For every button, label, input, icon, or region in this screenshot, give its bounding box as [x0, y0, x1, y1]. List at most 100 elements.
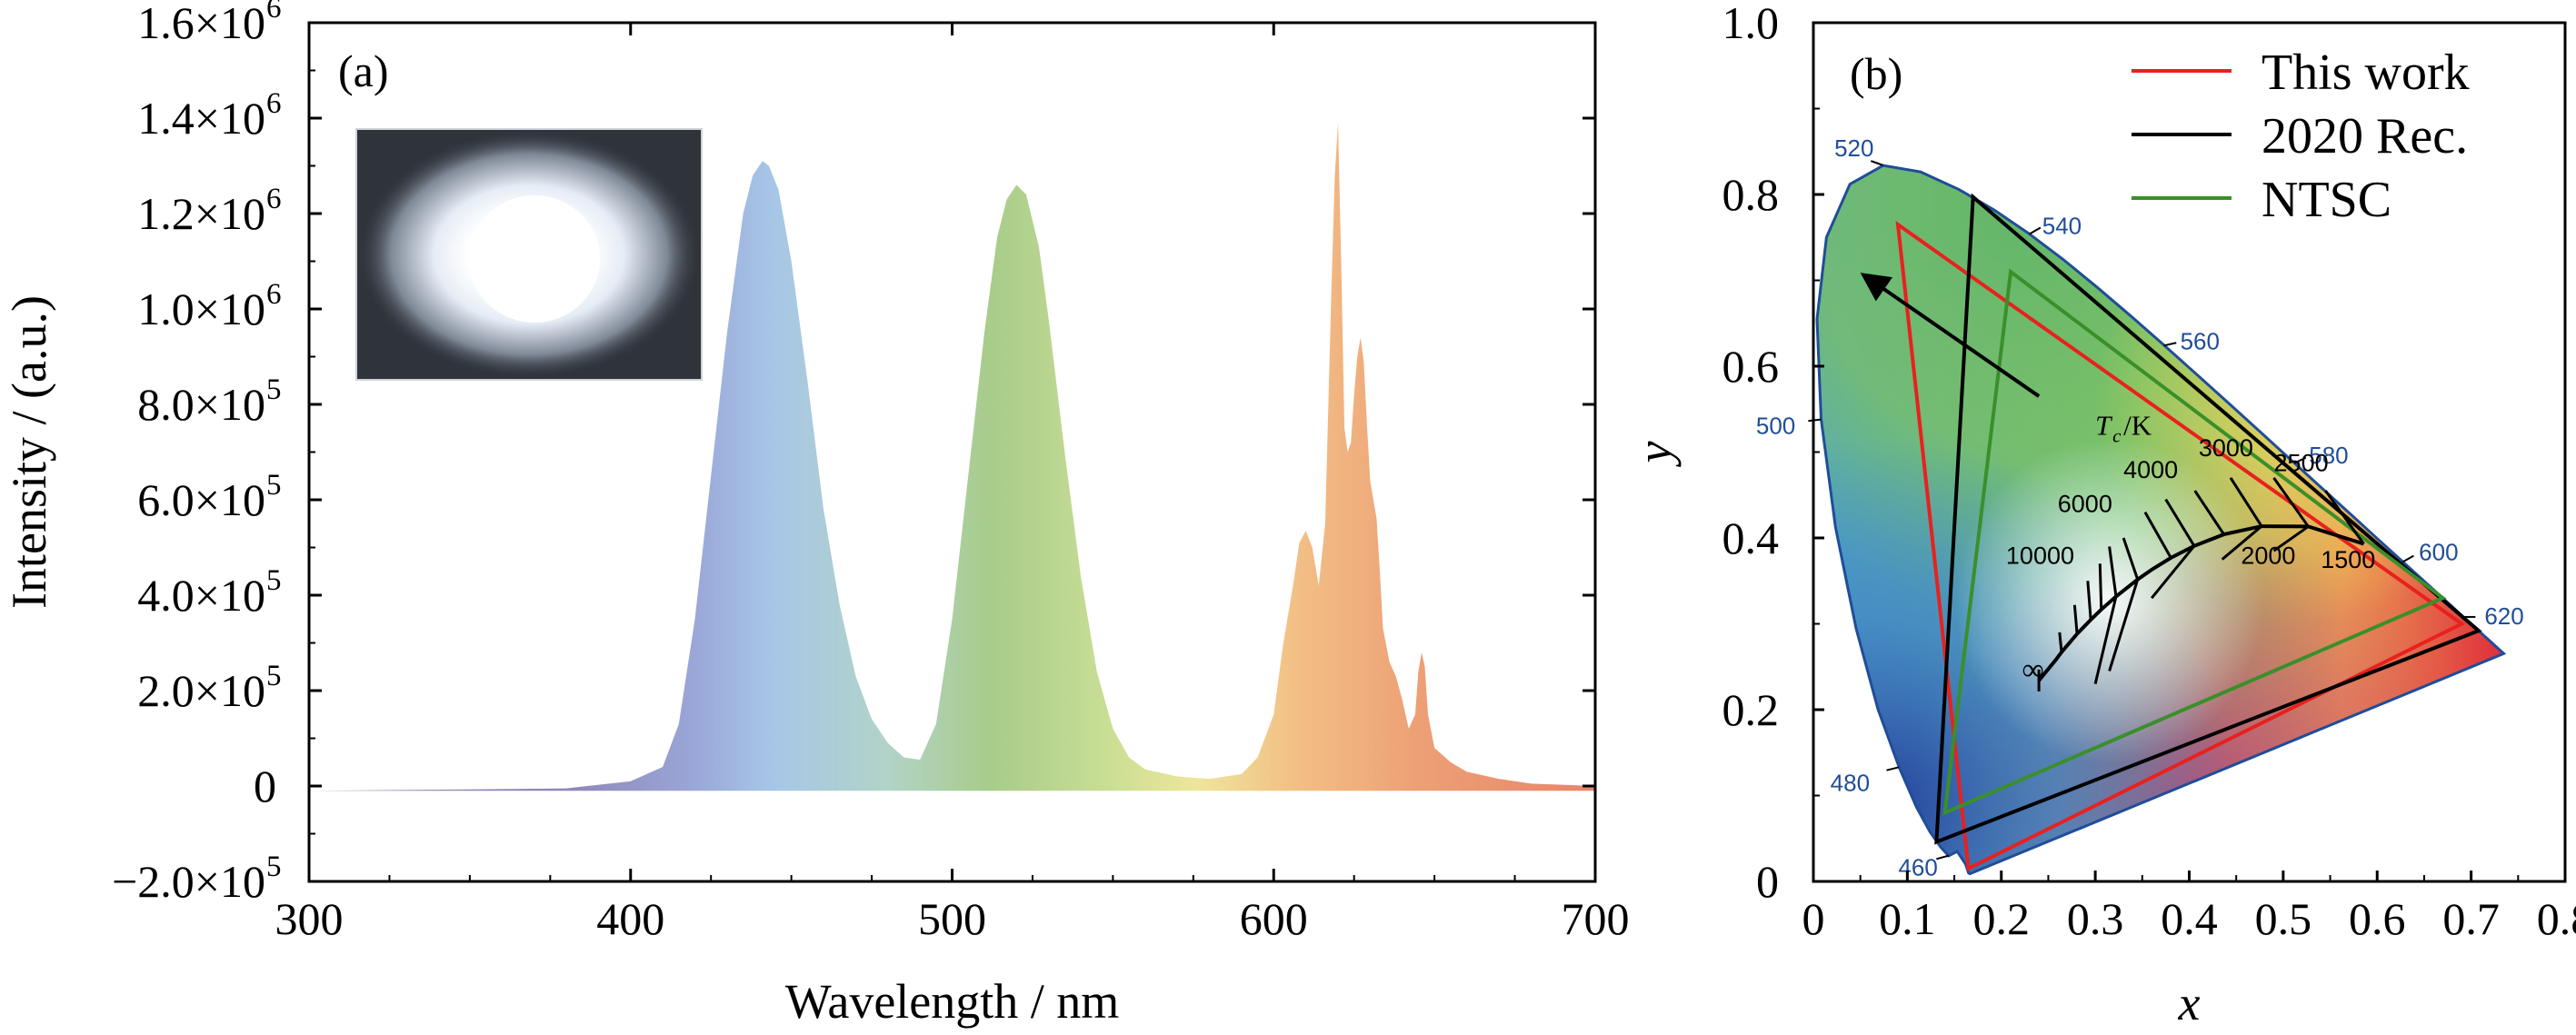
legend: This work 2020 Rec. NTSC	[2132, 45, 2470, 228]
planckian-locus: 10000 6000 4000 3000 2500 2000 1500 ∞ T c/K	[2006, 410, 2375, 692]
gamut-triangle	[1942, 268, 2447, 816]
x-tick-label: 0.2	[1973, 893, 2031, 944]
x-tick-label: 400	[596, 893, 664, 944]
y-tick-exponent: 6	[266, 183, 282, 215]
cct-label: 3000	[2199, 434, 2253, 462]
y-tick-label: 2.0×10	[137, 665, 265, 716]
locus-tick	[2401, 554, 2414, 563]
infinity-label: ∞	[2022, 653, 2043, 687]
isotemperature-line	[2164, 498, 2196, 547]
y-tick-label: 1.0	[1722, 0, 1780, 48]
panel-b-label: (b)	[1850, 48, 1902, 99]
x-tick-label: 0.1	[1879, 893, 1936, 944]
locus-tick	[1870, 160, 1883, 166]
isotemperature-line-long	[2272, 525, 2310, 552]
isotemperature-line	[2122, 537, 2140, 581]
panel-a-label: (a)	[338, 45, 389, 96]
isotemperature-line	[2324, 490, 2365, 545]
panel-b-ticks: 0 0.1 0.2 0.3 0.4 0.5 0.6 0.7 0.8 0 0.2 0.4 0.6 0.8 1.…	[1722, 0, 2576, 944]
panel-a: 300 400 500 600 700−2.0×10 502.0×10 54.0×10 56.…	[2, 0, 1630, 1029]
locus-tick	[2163, 342, 2177, 347]
y-tick-exponent: 5	[266, 373, 282, 406]
y-tick-label: 0.8	[1722, 169, 1780, 220]
cct-label: 6000	[2058, 491, 2112, 518]
wavelength-label: 600	[2419, 538, 2458, 565]
gamut-triangles	[1895, 193, 2482, 871]
isotemperature-line	[2272, 476, 2310, 528]
isotemperature-line	[2143, 511, 2172, 559]
y-tick-label: 1.4×10	[137, 93, 265, 144]
x-tick-label: 0	[1802, 893, 1825, 944]
wavelength-label: 560	[2181, 327, 2220, 354]
legend-label: 2020 Rec.	[2261, 108, 2468, 164]
isotemperature-line	[2229, 477, 2263, 527]
wavelength-label: 580	[2309, 442, 2348, 469]
isotemperature-line-long	[2150, 544, 2196, 600]
y-tick-label: 0.6	[1722, 341, 1780, 392]
cct-axis-label-sub: c	[2112, 425, 2122, 447]
panel-b-y-title: y	[1627, 441, 1682, 467]
y-tick-label: 6.0×10	[137, 474, 265, 525]
isotemperature-line	[2072, 604, 2079, 634]
wavelength-label: 620	[2484, 602, 2523, 630]
cct-label: 10000	[2006, 542, 2074, 569]
y-tick-label: −2.0×10	[112, 856, 265, 907]
isotemperature-line	[2098, 563, 2103, 610]
led-bright-spot	[469, 195, 600, 323]
wavelength-label: 520	[1834, 134, 1873, 162]
x-tick-label: 0.4	[2161, 893, 2218, 944]
cct-label: 2000	[2241, 542, 2295, 569]
x-tick-label: 700	[1562, 893, 1630, 944]
wavelength-label: 500	[1756, 413, 1795, 440]
y-tick-exponent: 5	[266, 851, 282, 883]
legend-label: This work	[2261, 45, 2470, 101]
panel-a-y-title: Intensity / (a.u.)	[2, 295, 56, 609]
legend-label: NTSC	[2261, 172, 2391, 228]
x-tick-label: 0.5	[2255, 893, 2312, 944]
x-tick-label: 600	[1240, 893, 1308, 944]
panel-a-ticks: 300 400 500 600 700−2.0×10 502.0×10 54.0×10 56.…	[112, 0, 1629, 944]
y-tick-label: 0	[254, 761, 276, 811]
isotemperature-line-long	[2093, 596, 2118, 684]
y-tick-exponent: 5	[266, 660, 282, 692]
inset-border	[355, 128, 703, 381]
wavelength-label: 460	[1898, 854, 1937, 881]
cct-label: 1500	[2321, 546, 2375, 573]
locus-tick	[1936, 854, 1950, 861]
wavelength-label: 540	[2042, 212, 2082, 239]
x-tick-label: 0.7	[2442, 893, 2500, 944]
x-tick-label: 0.6	[2349, 893, 2406, 944]
y-tick-label: 1.2×10	[137, 188, 265, 239]
y-tick-exponent: 5	[266, 469, 282, 502]
isotemperature-line-long	[2221, 524, 2263, 561]
y-tick-label: 0.4	[1722, 513, 1780, 563]
gamut-triangle	[1934, 193, 2482, 845]
y-tick-exponent: 6	[266, 87, 282, 120]
panel-b-x-title: x	[2178, 976, 2201, 1030]
locus-tick	[2293, 456, 2307, 464]
cct-axis-label-unit: /K	[2123, 410, 2152, 442]
spectrum-area	[309, 123, 1595, 791]
panel-b: 460 480 500 520 540 560 580 600 620 10000 6000 400…	[1627, 0, 2576, 1030]
isotemperature-line	[2108, 546, 2118, 597]
panel-a-x-title: Wavelength / nm	[785, 974, 1120, 1029]
led-photo-inset	[355, 128, 703, 381]
x-tick-label: 300	[275, 893, 344, 944]
y-tick-label: 0	[1756, 856, 1779, 907]
isotemperature-line-long	[2108, 579, 2140, 672]
cct-axis-label-t: T	[2095, 410, 2113, 442]
locus-tick	[2029, 226, 2042, 235]
cct-label: 4000	[2123, 456, 2178, 483]
cct-label: 2500	[2274, 449, 2329, 476]
y-tick-exponent: 5	[266, 564, 282, 597]
isotemperature-line	[2193, 490, 2225, 535]
y-tick-label: 4.0×10	[137, 570, 265, 621]
isotemperature-line	[2086, 581, 2092, 621]
y-tick-exponent: 6	[266, 0, 282, 25]
locus-tick	[1886, 766, 1900, 771]
gamut-triangle	[1895, 220, 2466, 871]
x-tick-label: 500	[918, 893, 986, 944]
gamut-arrow	[1860, 273, 2041, 398]
y-tick-label: 0.2	[1722, 684, 1780, 735]
